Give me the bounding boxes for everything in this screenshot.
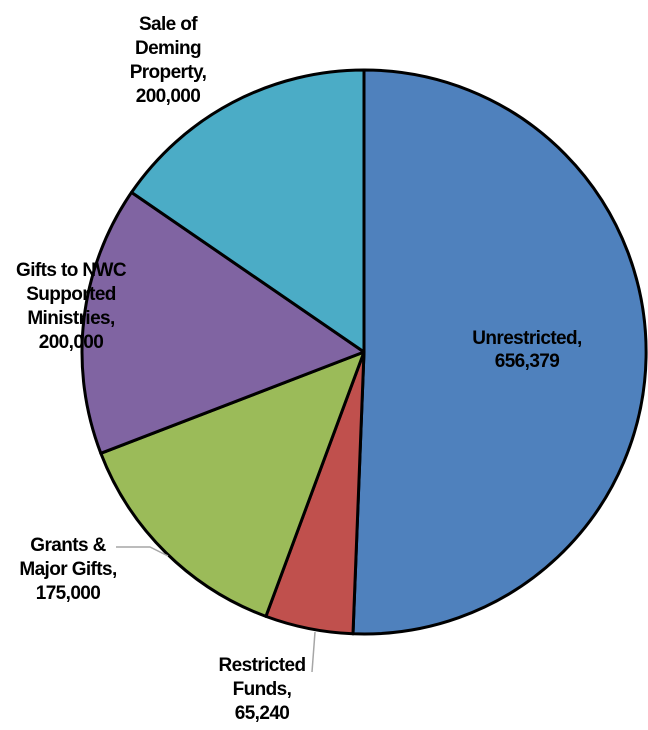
pie-slice-sale-of-deming-property: [130, 68, 366, 354]
slice-label-line: 65,240: [235, 703, 290, 724]
leader-line: [311, 631, 316, 673]
slice-label-line: Supported: [26, 284, 116, 305]
slice-labels: Unrestricted, 656,379 Restricted Funds, 65,2…: [16, 14, 583, 724]
pie-slice-unrestricted: [351, 68, 648, 636]
slice-label-restricted-funds: Restricted Funds, 65,240: [219, 655, 306, 724]
slice-label-line: 200,000: [39, 332, 104, 353]
slice-label-line: Deming: [135, 38, 201, 59]
slice-label-line: Major Gifts,: [19, 559, 117, 580]
slice-label-line: 656,379: [495, 351, 560, 372]
slice-label-line: Property,: [130, 62, 207, 83]
slice-label-line: Grants &: [30, 535, 106, 556]
slice-label-line: Restricted: [219, 655, 306, 676]
pie-slices: [80, 68, 648, 636]
leader-line: [116, 546, 169, 557]
slice-label-line: Unrestricted,: [472, 328, 582, 349]
slice-label-unrestricted: Unrestricted, 656,379: [472, 328, 582, 372]
pie-slice-gifts-to-nwc-supported-ministries: [80, 190, 366, 455]
slice-label-line: Funds,: [233, 679, 292, 700]
slice-label-line: Sale of: [139, 14, 198, 35]
slice-label-gifts-to-nwc-supported-ministries: Gifts to NWC Supported Ministries, 200,000: [16, 260, 127, 353]
pie-slice-grants-major-gifts: [99, 350, 366, 618]
slice-label-line: Gifts to NWC: [16, 260, 127, 281]
slice-label-grants-major-gifts: Grants & Major Gifts, 175,000: [19, 535, 117, 604]
slice-label-line: 200,000: [136, 86, 201, 107]
slice-label-line: 175,000: [36, 583, 101, 604]
label-leader-lines: [116, 546, 316, 673]
slice-label-sale-of-deming-property: Sale of Deming Property, 200,000: [130, 14, 207, 107]
slice-label-line: Ministries,: [27, 308, 115, 329]
